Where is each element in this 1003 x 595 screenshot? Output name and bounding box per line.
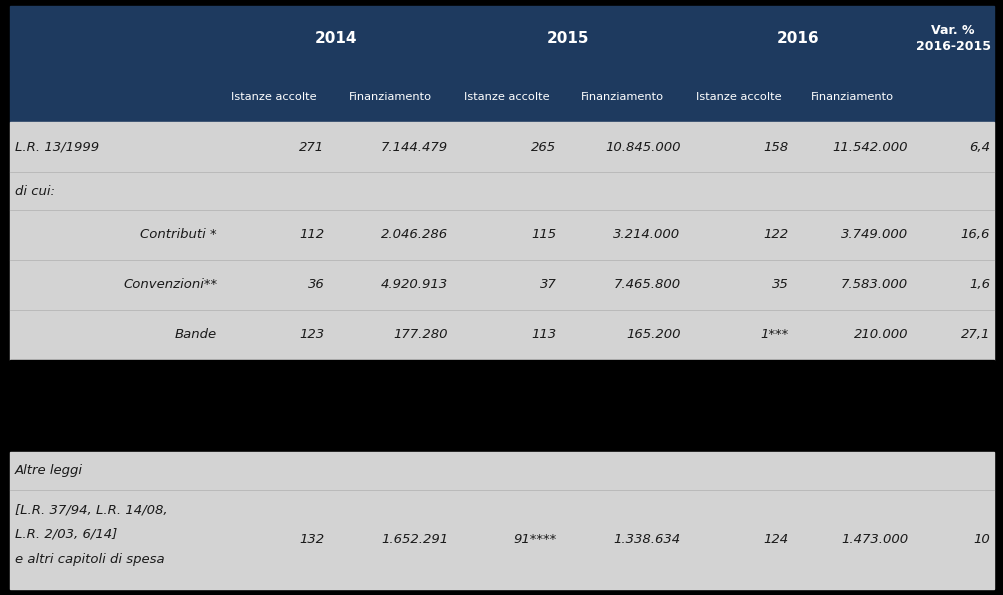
Text: 2014: 2014 — [315, 31, 357, 46]
Text: Bande: Bande — [175, 328, 217, 342]
Text: 1,6: 1,6 — [968, 278, 989, 292]
Bar — [10, 490, 993, 589]
Text: 265: 265 — [531, 141, 556, 154]
Text: 158: 158 — [763, 141, 788, 154]
Text: L.R. 2/03, 6/14]: L.R. 2/03, 6/14] — [15, 528, 117, 541]
Text: 2016: 2016 — [776, 31, 818, 46]
Bar — [10, 6, 993, 71]
Text: 113: 113 — [531, 328, 556, 342]
Bar — [10, 173, 993, 210]
Text: 7.465.800: 7.465.800 — [613, 278, 680, 292]
Text: 7.144.479: 7.144.479 — [381, 141, 447, 154]
Text: 1***: 1*** — [759, 328, 788, 342]
Text: 210.000: 210.000 — [853, 328, 908, 342]
Text: 36: 36 — [307, 278, 324, 292]
Text: Istanze accolte: Istanze accolte — [232, 92, 317, 102]
Text: Finanziamento: Finanziamento — [810, 92, 893, 102]
Text: 3.749.000: 3.749.000 — [841, 228, 908, 242]
Text: 2015: 2015 — [547, 31, 589, 46]
Text: Convenzioni**: Convenzioni** — [122, 278, 217, 292]
Text: Altre leggi: Altre leggi — [15, 465, 83, 478]
Bar — [10, 123, 993, 173]
Text: 2.046.286: 2.046.286 — [381, 228, 447, 242]
Text: Finanziamento: Finanziamento — [581, 92, 663, 102]
Text: 271: 271 — [299, 141, 324, 154]
Text: Istanze accolte: Istanze accolte — [463, 92, 549, 102]
Text: 122: 122 — [763, 228, 788, 242]
Bar — [10, 360, 993, 452]
Text: 10.845.000: 10.845.000 — [604, 141, 680, 154]
Text: 4.920.913: 4.920.913 — [381, 278, 447, 292]
Text: e altri capitoli di spesa: e altri capitoli di spesa — [15, 553, 164, 566]
Text: [L.R. 37/94, L.R. 14/08,: [L.R. 37/94, L.R. 14/08, — [15, 503, 168, 516]
Text: Var. %
2016-2015: Var. % 2016-2015 — [915, 24, 990, 53]
Bar — [10, 260, 993, 310]
Bar — [10, 71, 993, 123]
Text: 115: 115 — [531, 228, 556, 242]
Text: 16,6: 16,6 — [960, 228, 989, 242]
Text: 35: 35 — [771, 278, 788, 292]
Text: 37: 37 — [540, 278, 556, 292]
Text: 10: 10 — [972, 533, 989, 546]
Text: 6,4: 6,4 — [968, 141, 989, 154]
Text: Finanziamento: Finanziamento — [348, 92, 431, 102]
Text: 3.214.000: 3.214.000 — [613, 228, 680, 242]
Text: 1.473.000: 1.473.000 — [841, 533, 908, 546]
Text: 11.542.000: 11.542.000 — [831, 141, 908, 154]
Text: di cui:: di cui: — [15, 184, 55, 198]
Bar — [10, 452, 993, 490]
Text: 27,1: 27,1 — [960, 328, 989, 342]
Text: 1.652.291: 1.652.291 — [381, 533, 447, 546]
Text: 124: 124 — [763, 533, 788, 546]
Text: Istanze accolte: Istanze accolte — [695, 92, 780, 102]
Text: 91****: 91**** — [513, 533, 556, 546]
Text: 132: 132 — [299, 533, 324, 546]
Bar — [10, 210, 993, 260]
Text: 123: 123 — [299, 328, 324, 342]
Text: Contributi *: Contributi * — [140, 228, 217, 242]
Text: 7.583.000: 7.583.000 — [841, 278, 908, 292]
Text: 112: 112 — [299, 228, 324, 242]
Text: 177.280: 177.280 — [393, 328, 447, 342]
Bar — [10, 310, 993, 360]
Text: 165.200: 165.200 — [625, 328, 680, 342]
Text: L.R. 13/1999: L.R. 13/1999 — [15, 141, 99, 154]
Text: 1.338.634: 1.338.634 — [613, 533, 680, 546]
